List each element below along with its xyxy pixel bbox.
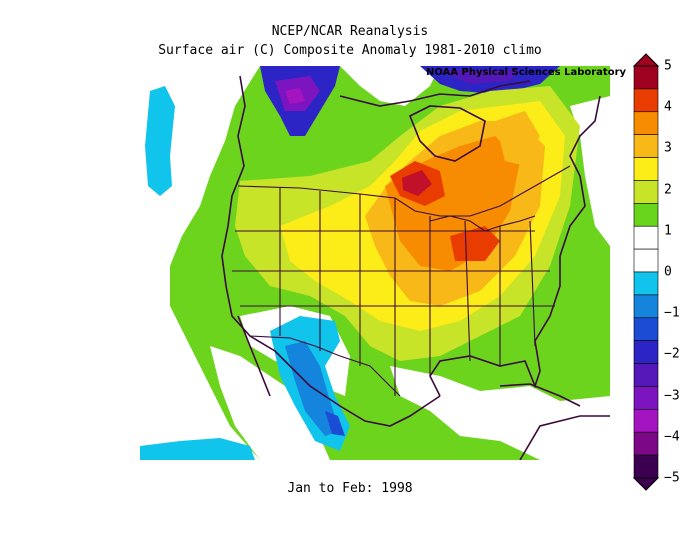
coastline-baja	[237, 315, 271, 397]
colorbar-swatch	[633, 431, 659, 456]
credit-label: NOAA Physical Sciences Laboratory	[426, 67, 627, 78]
positive-anomaly-5c	[402, 170, 432, 196]
colorbar-tick-label: −1	[664, 305, 680, 321]
colorbar-swatch	[633, 134, 659, 158]
negative-anomaly-mexico-deep	[325, 411, 345, 436]
colorbar-swatch	[633, 409, 659, 433]
colorbar-swatch	[633, 157, 659, 181]
period-label: Jan to Feb: 1998	[287, 481, 413, 496]
colorbar-swatch	[633, 225, 659, 250]
zero-region-east	[570, 96, 610, 246]
colorbar-tick-label: 2	[664, 182, 672, 198]
colorbar-swatch	[633, 65, 659, 90]
colorbar-tick-label: −3	[664, 388, 680, 404]
colorbar-swatch	[633, 294, 659, 319]
us-canada-border	[237, 165, 571, 217]
colorbar-swatch	[633, 363, 659, 387]
colorbar-tick-label: −5	[664, 470, 680, 486]
coastline-gulf	[429, 256, 561, 397]
negative-anomaly-pacific	[145, 86, 175, 196]
coastline-south-america	[519, 415, 610, 460]
zero-region-mexico	[210, 346, 330, 460]
borders-interior-2	[429, 216, 536, 376]
colorbar-tick-label: 0	[664, 264, 672, 280]
colorbar-swatch	[633, 88, 659, 113]
colorbar-swatch	[633, 271, 659, 296]
colorbar-tick-label: 5	[664, 58, 672, 74]
colorbar-swatch	[633, 454, 659, 479]
negative-anomaly-pacific-south	[140, 438, 255, 460]
chart-subtitle: Surface air (C) Composite Anomaly 1981-2…	[158, 43, 542, 58]
colorbar-swatch	[633, 340, 659, 364]
colorbar-tick-label: 4	[664, 99, 672, 115]
zero-region-arctic	[340, 66, 440, 106]
coastline-cuba	[499, 383, 581, 407]
negative-anomaly-alaska-deep	[285, 88, 305, 104]
colorbar	[632, 53, 660, 491]
colorbar-swatch	[633, 386, 659, 410]
colorbar-swatch	[633, 317, 659, 341]
colorbar-swatch	[633, 180, 659, 204]
positive-anomaly-3c-labrador	[495, 111, 540, 166]
chart-title: NCEP/NCAR Reanalysis	[271, 24, 429, 39]
borders-interior-3	[232, 230, 555, 307]
colorbar-swatch	[633, 248, 659, 273]
negative-anomaly-arctic-core	[440, 70, 520, 84]
state-borders	[232, 165, 571, 397]
coastline-northeast	[559, 95, 601, 257]
coastline-hudson-bay	[408, 105, 486, 162]
colorbar-swatch	[633, 111, 659, 135]
positive-anomaly-4c-east	[450, 226, 500, 261]
colorbar-tick-label: 3	[664, 140, 672, 156]
colorbar-top-arrow	[632, 53, 660, 67]
coastline-arctic	[339, 80, 531, 107]
colorbar-swatch	[633, 203, 659, 227]
colorbar-tick-label: 1	[664, 223, 672, 239]
colorbar-tick-label: −4	[664, 429, 680, 445]
colorbar-tick-label: −2	[664, 346, 680, 362]
anomaly-map	[140, 66, 610, 460]
us-mexico-border	[249, 335, 401, 397]
zero-region-south	[390, 366, 610, 460]
colorbar-bottom-arrow	[632, 477, 660, 491]
